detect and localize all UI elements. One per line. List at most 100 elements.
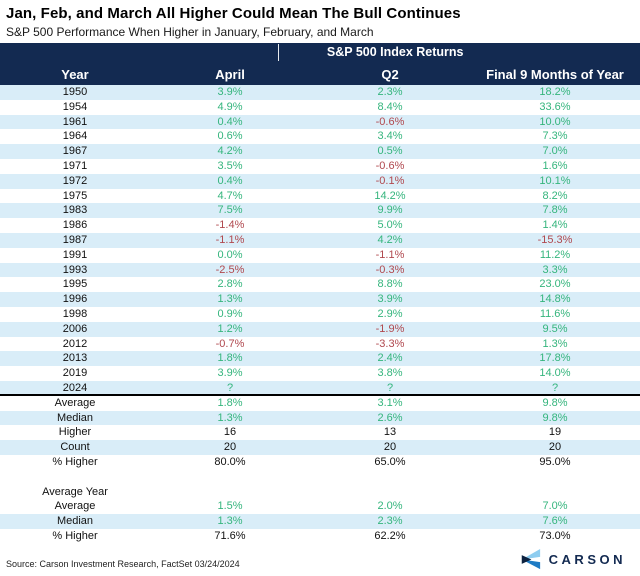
row-label: Median [56, 411, 94, 424]
row-label: Higher [58, 426, 92, 439]
value-cell: 20 [548, 441, 562, 454]
value-cell: 2.0% [377, 500, 403, 513]
row-label: 1986 [62, 219, 88, 232]
value-cell: 14.8% [539, 293, 571, 306]
value-cell: 4.2% [377, 233, 403, 246]
value-cell: 1.2% [217, 322, 243, 335]
value-cell: 1.3% [217, 515, 243, 528]
row-label: 1971 [62, 159, 88, 172]
table-row: 1975 4.7% 14.2% 8.2% [0, 188, 640, 204]
value-cell: 14.2% [374, 189, 406, 202]
value-cell: 2.3% [377, 86, 403, 98]
value-cell: ? [226, 381, 234, 394]
table-row: Average 1.5% 2.0% 7.0% [0, 499, 640, 515]
table-row: 2013 1.8% 2.4% 17.8% [0, 351, 640, 367]
column-header-final9: Final 9 Months of Year [486, 67, 624, 82]
value-cell: 2.9% [377, 307, 403, 320]
table-row: Count 20 20 20 [0, 440, 640, 455]
value-cell: 3.9% [217, 86, 243, 98]
table-row: % Higher 71.6% 62.2% 73.0% [0, 528, 640, 544]
value-cell: -2.5% [215, 263, 245, 276]
value-cell: 0.0% [217, 248, 243, 261]
value-cell: 19 [548, 426, 562, 439]
value-cell: 2.6% [377, 411, 403, 424]
row-label: 2013 [62, 352, 88, 365]
row-label: % Higher [52, 529, 98, 542]
value-cell: 8.8% [377, 278, 403, 291]
source-note: Source: Carson Investment Research, Fact… [6, 559, 240, 569]
value-cell: 1.3% [217, 411, 243, 424]
value-cell: 0.6% [217, 130, 243, 143]
table-row: 1971 3.5% -0.6% 1.6% [0, 158, 640, 174]
value-cell: 3.9% [217, 367, 243, 380]
value-cell: -1.1% [215, 233, 245, 246]
value-cell: 1.8% [217, 352, 243, 365]
table-row: 1991 0.0% -1.1% 11.2% [0, 247, 640, 263]
table-row: 2024??? [0, 380, 640, 396]
value-cell: -0.1% [375, 174, 405, 187]
value-cell: 16 [223, 426, 237, 439]
value-cell: 0.4% [217, 115, 243, 128]
value-cell: 7.6% [542, 515, 568, 528]
value-cell: 11.6% [539, 307, 571, 320]
table-row: 1995 2.8% 8.8% 23.0% [0, 277, 640, 293]
value-cell: 8.4% [377, 100, 403, 113]
value-cell: 10.0% [539, 115, 571, 128]
row-label: 2006 [62, 322, 88, 335]
table-row: 1986 -1.4% 5.0% 1.4% [0, 218, 640, 233]
table-column-headers: Year April Q2 Final 9 Months of Year [0, 62, 640, 85]
table-row: Higher 16 13 19 [0, 425, 640, 441]
row-label: % Higher [52, 455, 98, 468]
row-label: 1998 [62, 307, 88, 320]
table-row: Median 1.3% 2.3% 7.6% [0, 514, 640, 529]
value-cell: -15.3% [537, 233, 573, 246]
value-cell: -0.3% [375, 263, 405, 276]
table-row: % Higher 80.0% 65.0% 95.0% [0, 454, 640, 470]
column-header-year: Year [61, 67, 89, 82]
value-cell: -1.4% [215, 219, 245, 232]
value-cell: 33.6% [539, 100, 571, 113]
table-row: 1967 4.2% 0.5% 7.0% [0, 144, 640, 159]
row-label: 1975 [62, 189, 88, 202]
value-cell: 2.8% [217, 278, 243, 291]
table-row: 1996 1.3% 3.9% 14.8% [0, 292, 640, 307]
value-cell: 7.3% [542, 130, 568, 143]
value-cell: 2.3% [377, 515, 403, 528]
table-row: 1993 -2.5% -0.3% 3.3% [0, 262, 640, 278]
row-label: 1995 [62, 278, 88, 291]
value-cell: 9.8% [542, 396, 568, 409]
value-cell: 3.9% [377, 293, 403, 306]
row-label: 1950 [62, 86, 88, 98]
value-cell: -0.7% [215, 337, 245, 350]
value-cell: 2.4% [377, 352, 403, 365]
value-cell: 73.0% [539, 529, 571, 542]
value-cell: 3.3% [542, 263, 568, 276]
value-cell: 4.9% [217, 100, 243, 113]
value-cell: 4.7% [217, 189, 243, 202]
row-label: 1967 [62, 145, 88, 158]
table-spacer-row [0, 469, 640, 485]
value-cell: 14.0% [539, 367, 571, 380]
value-cell: 7.8% [542, 204, 568, 217]
group-header-label: S&P 500 Index Returns [326, 45, 464, 59]
value-cell: 95.0% [539, 455, 571, 468]
value-cell: 23.0% [539, 278, 571, 291]
value-cell: 9.9% [377, 204, 403, 217]
table-row: Median 1.3% 2.6% 9.8% [0, 410, 640, 426]
value-cell: 80.0% [214, 455, 246, 468]
value-cell: 1.6% [542, 159, 568, 172]
table-row: 1950 3.9% 2.3% 18.2% [0, 85, 640, 100]
value-cell: 20 [383, 441, 397, 454]
value-cell: 5.0% [377, 219, 403, 232]
row-label: 1964 [62, 130, 88, 143]
value-cell: -0.6% [375, 115, 405, 128]
value-cell: 7.5% [217, 204, 243, 217]
value-cell: 20 [223, 441, 237, 454]
row-label: 1991 [62, 248, 88, 261]
row-label: 1993 [62, 263, 88, 276]
table-row: 1961 0.4% -0.6% 10.0% [0, 114, 640, 130]
value-cell: 3.8% [377, 367, 403, 380]
table-row: 1972 0.4% -0.1% 10.1% [0, 173, 640, 189]
value-cell: 9.8% [542, 411, 568, 424]
table-row: 1964 0.6% 3.4% 7.3% [0, 129, 640, 145]
